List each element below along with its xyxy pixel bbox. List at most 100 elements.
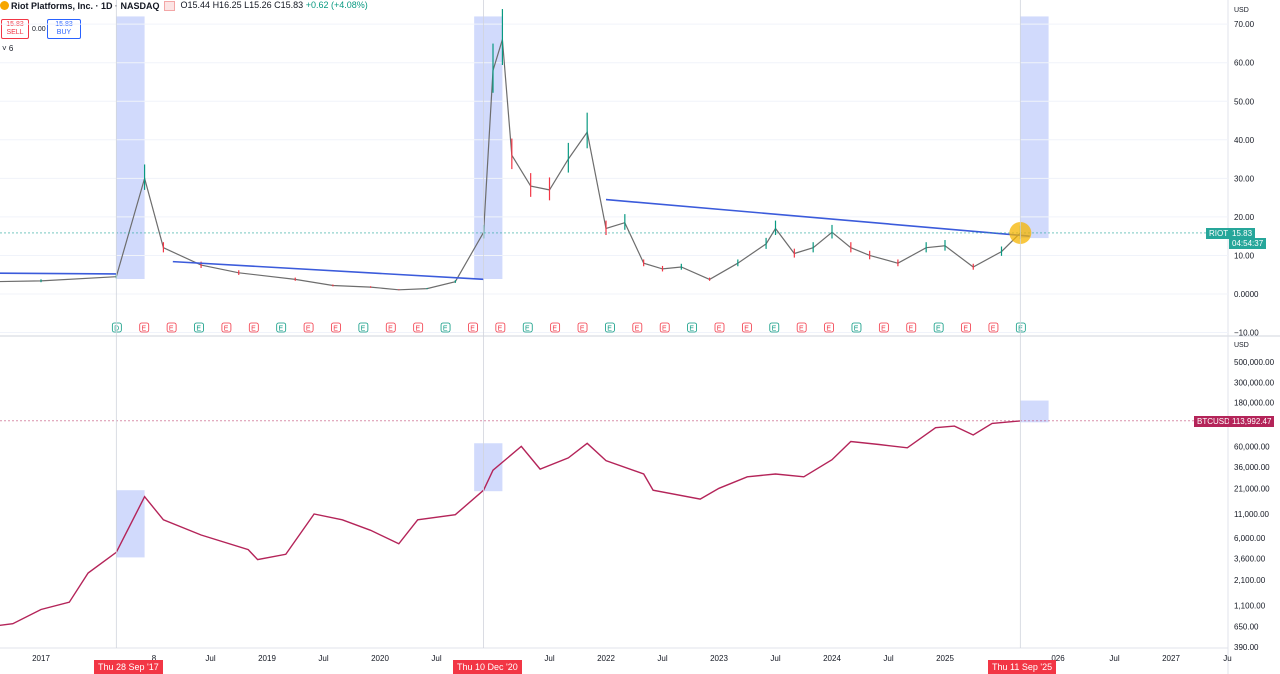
earnings-event-marker <box>440 322 451 333</box>
btc-ytick-label: 36,000.00 <box>1234 463 1270 472</box>
earnings-event-label: E <box>498 326 503 333</box>
earnings-event-label: E <box>772 326 777 333</box>
xtick-label: 2019 <box>258 654 276 663</box>
ohlc-open: O15.44 <box>180 0 211 10</box>
sell-label: SELL <box>6 29 24 36</box>
xtick-label: Jul <box>318 654 328 663</box>
xtick-label: 2024 <box>823 654 841 663</box>
earnings-event-label: E <box>169 326 174 333</box>
btc-ytick-label: 60,000.00 <box>1234 442 1270 451</box>
earnings-event-label: E <box>607 326 612 333</box>
xtick-label: Jul <box>883 654 893 663</box>
btc-ytick-label: 650.00 <box>1234 623 1259 632</box>
btc-last-price-tag: 113,992.47 <box>1229 416 1275 427</box>
riot-ytick-label: 40.00 <box>1234 136 1255 145</box>
buy-label: BUY <box>56 29 72 36</box>
indicator-count: 6 <box>8 44 14 53</box>
market-closed-icon[interactable] <box>163 0 175 11</box>
riot-ytick-label: 10.00 <box>1234 251 1255 260</box>
earnings-event-marker <box>605 322 615 333</box>
date-label-1: Thu 28 Sep '17 <box>94 660 163 674</box>
earnings-event-marker <box>1015 322 1026 333</box>
xtick-label: Ju <box>1223 654 1231 663</box>
btc-currency-label[interactable]: USD <box>1234 342 1249 349</box>
riot-cycle-highlight-1 <box>116 16 145 279</box>
earnings-event-label: E <box>662 326 667 333</box>
earnings-event-marker <box>988 322 999 333</box>
price-change: +0.62 (+4.08%) <box>305 0 368 10</box>
indicators-toggle[interactable]: ˅ 6 <box>2 44 13 53</box>
earnings-event-label: E <box>525 326 530 333</box>
xtick-label: 2023 <box>710 654 728 663</box>
riot-ytick-label: 30.00 <box>1234 174 1255 183</box>
earnings-event-marker <box>796 322 807 333</box>
riot-cycle-highlight-3 <box>1020 16 1049 239</box>
earnings-event-marker <box>385 322 396 333</box>
xtick-label: Jul <box>770 654 780 663</box>
xtick-label: 026 <box>1051 654 1065 663</box>
earnings-event-label: E <box>443 326 448 333</box>
earnings-event-marker <box>741 322 752 333</box>
earnings-event-marker <box>769 322 780 333</box>
btc-ytick-label: 1,100.00 <box>1234 602 1266 611</box>
ohlc-close: C15.83 <box>274 0 304 10</box>
xtick-label: 2025 <box>936 654 954 663</box>
earnings-event-label: E <box>963 326 968 333</box>
xtick-label: Jul <box>431 654 441 663</box>
earnings-event-label: E <box>196 326 201 333</box>
earnings-event-label: E <box>854 326 859 333</box>
riot-currency-label[interactable]: USD <box>1234 7 1249 14</box>
xtick-label: Jul <box>544 654 554 663</box>
earnings-event-label: E <box>361 326 366 333</box>
earnings-event-marker <box>139 322 150 333</box>
riot-trendline-2 <box>172 260 484 281</box>
earnings-event-marker <box>358 322 369 333</box>
earnings-event-marker <box>906 322 917 333</box>
earnings-event-marker <box>714 322 725 333</box>
riot-trendline-1 <box>0 272 117 275</box>
date-label-3: Thu 11 Sep '25 <box>988 660 1057 674</box>
earnings-event-label: E <box>826 326 831 333</box>
btc-ytick-label: 390.00 <box>1234 643 1259 652</box>
earnings-event-marker <box>303 322 314 333</box>
earnings-event-label: E <box>744 326 749 333</box>
riot-price-line <box>0 39 1021 291</box>
btc-price-line <box>0 420 1021 627</box>
earnings-event-marker <box>851 322 862 333</box>
earnings-event-label: E <box>142 326 147 333</box>
earnings-event-label: E <box>333 326 338 333</box>
btc-ytick-label: 11,000.00 <box>1234 510 1270 519</box>
btc-ytick-label: 300,000.00 <box>1234 378 1275 387</box>
earnings-event-marker <box>824 322 834 333</box>
earnings-event-marker <box>276 322 287 333</box>
btc-ytick-label: 6,000.00 <box>1234 534 1266 543</box>
btc-ytick-label: 21,000.00 <box>1234 484 1270 493</box>
xtick-label: 2027 <box>1162 654 1180 663</box>
earnings-event-marker <box>933 322 944 333</box>
earnings-event-marker <box>961 322 971 333</box>
earnings-event-label: E <box>470 326 475 333</box>
spread-value: 0.00 <box>32 26 46 33</box>
symbol-title[interactable]: Riot Platforms, Inc. · 1D · NASDAQ <box>11 0 160 11</box>
btc-ytick-label: 180,000.00 <box>1234 399 1275 408</box>
earnings-event-label: E <box>799 326 804 333</box>
riot-ytick-label: 20.00 <box>1234 213 1255 222</box>
earnings-event-marker <box>468 322 478 333</box>
earnings-event-marker <box>687 322 698 333</box>
earnings-event-marker <box>577 322 588 333</box>
btc-ytick-label: 500,000.00 <box>1234 358 1275 367</box>
btc-symbol-tag: BTCUSD <box>1194 416 1233 427</box>
earnings-event-marker <box>550 322 561 333</box>
xtick-label: 2017 <box>32 654 50 663</box>
riot-ytick-label: 0.0000 <box>1234 290 1259 299</box>
xtick-label: Jul <box>657 654 667 663</box>
xtick-label: 2020 <box>371 654 389 663</box>
earnings-event-label: E <box>717 326 722 333</box>
earnings-event-marker <box>659 322 670 333</box>
earnings-event-marker <box>166 322 177 333</box>
riot-logo-icon <box>0 1 9 11</box>
earnings-event-label: E <box>689 326 694 333</box>
btc-ytick-label: 2,100.00 <box>1234 576 1266 585</box>
date-label-2: Thu 10 Dec '20 <box>453 660 522 674</box>
